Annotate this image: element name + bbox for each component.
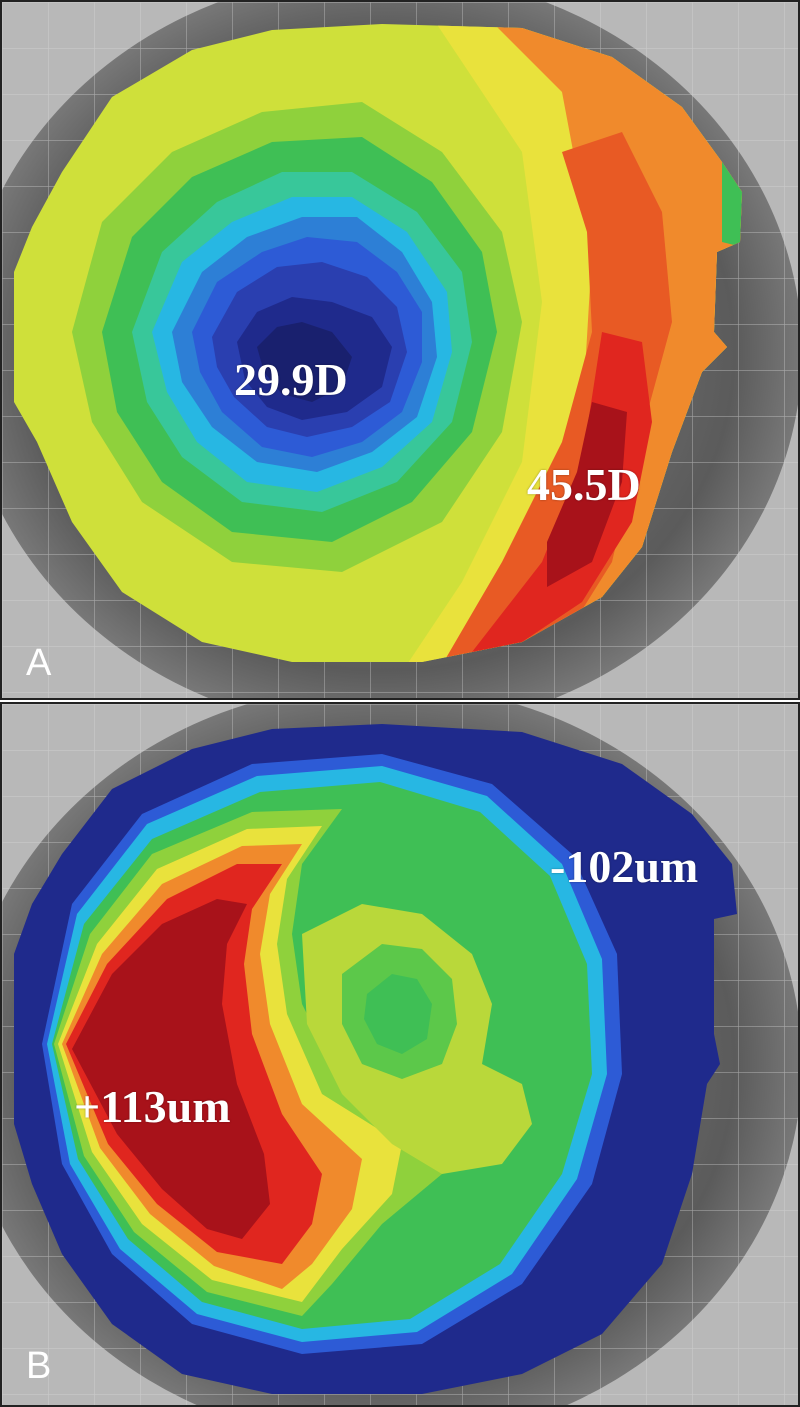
min-curvature-label: 29.9D — [234, 354, 348, 405]
panel-a-map-graphic — [2, 2, 798, 698]
max-curvature-label: 45.5D — [527, 459, 641, 510]
panel-a-letter: A — [26, 642, 52, 684]
panel-a-curvature-map: 29.9D 45.5D A — [0, 0, 800, 700]
panel-b-map-graphic — [2, 704, 798, 1405]
panel-b-elevation-map: +113um -102um B — [0, 702, 800, 1407]
max-elevation-label: +113um — [74, 1081, 231, 1132]
min-elevation-label: -102um — [550, 841, 699, 892]
panel-b-letter: B — [26, 1345, 52, 1387]
